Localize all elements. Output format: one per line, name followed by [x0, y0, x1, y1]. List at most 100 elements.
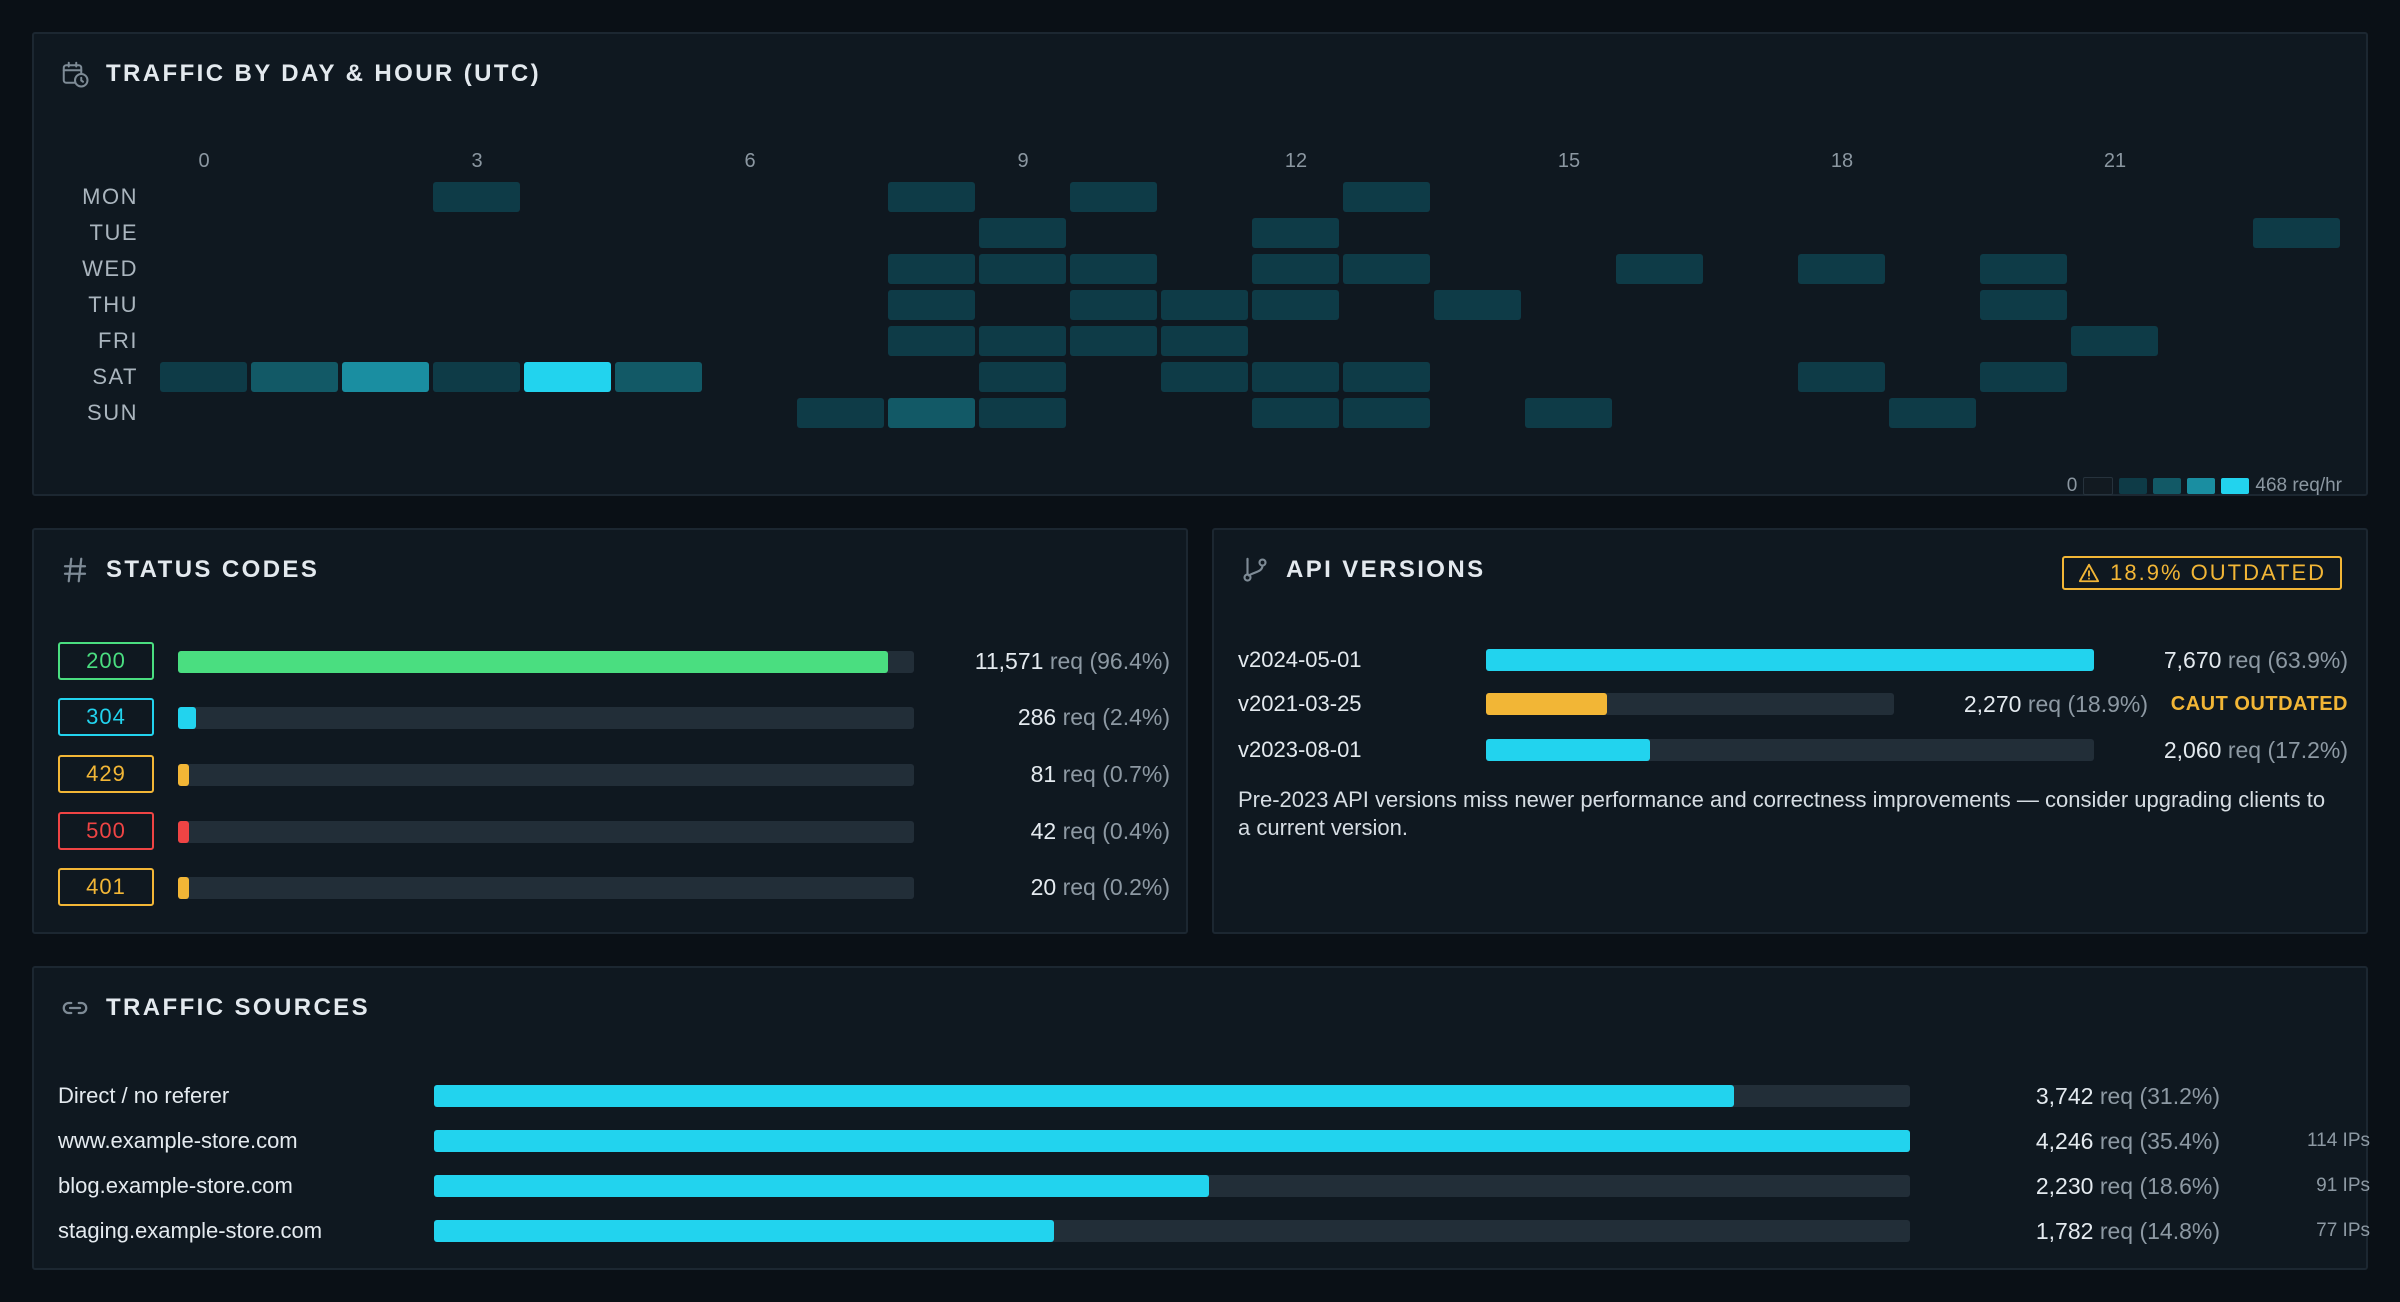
status-count: 286 req (2.4%) [1018, 698, 1170, 736]
status-bar-fill [178, 707, 196, 729]
source-count-number: 4,246 [2035, 1128, 2094, 1154]
calendar-clock-icon [60, 59, 90, 89]
status-count-pct: (2.4%) [1102, 703, 1170, 730]
status-count-number: 81 [1030, 760, 1057, 787]
status-codes-title: STATUS CODES [60, 552, 319, 588]
heatmap-cell[interactable] [888, 290, 975, 320]
heatmap-legend: 0 468 req/hr [2067, 471, 2342, 501]
status-count: 81 req (0.7%) [1031, 755, 1170, 793]
traffic-source-label: blog.example-store.com [58, 1173, 293, 1198]
status-count-unit: req [1049, 647, 1084, 674]
outdated-badge-text: 18.9% OUTDATED [2110, 560, 2326, 585]
heatmap-cell[interactable] [342, 362, 429, 392]
heatmap-cell[interactable] [1252, 290, 1339, 320]
api-versions-note: Pre-2023 API versions miss newer perform… [1238, 787, 2326, 840]
heatmap-cell[interactable] [1980, 254, 2067, 284]
traffic-source-ips: 91 IPs [2316, 1175, 2370, 1196]
heatmap-cell[interactable] [433, 362, 520, 392]
status-bar-track [178, 651, 914, 673]
heatmap-day-label: TUE [90, 220, 139, 245]
status-code-badge: 304 [58, 698, 154, 736]
legend-swatch-0 [2083, 477, 2114, 495]
heatmap-cell[interactable] [1980, 362, 2067, 392]
heatmap-cell[interactable] [1798, 362, 1885, 392]
heatmap-cell[interactable] [1161, 326, 1248, 356]
status-count: 20 req (0.2%) [1031, 868, 1170, 906]
heatmap-cell[interactable] [1070, 254, 1157, 284]
status-bar-fill [178, 821, 190, 843]
heatmap-cell[interactable] [797, 398, 884, 428]
heatmap-cell[interactable] [1434, 290, 1521, 320]
heatmap-hour-label: 9 [1017, 150, 1028, 172]
traffic-source-ips: 77 IPs [2316, 1220, 2370, 1241]
status-row: 500 42 req (0.4%) [58, 812, 1170, 850]
heatmap-day-label: WED [82, 256, 138, 281]
heatmap-cell[interactable] [979, 254, 1066, 284]
api-count-number: 2,060 [2163, 737, 2222, 763]
heatmap-cell[interactable] [1343, 182, 1430, 212]
heatmap-cell[interactable] [1070, 290, 1157, 320]
heatmap-cell[interactable] [979, 362, 1066, 392]
heatmap-day-label: THU [88, 292, 138, 317]
api-count-unit: req [2027, 691, 2062, 717]
heatmap-cell[interactable] [2253, 218, 2340, 248]
heatmap-cell[interactable] [1070, 182, 1157, 212]
status-count-pct: (0.7%) [1102, 760, 1170, 787]
heatmap-cell[interactable] [1980, 290, 2067, 320]
heatmap-cell[interactable] [2071, 326, 2158, 356]
heatmap-cell[interactable] [1161, 290, 1248, 320]
status-bar-fill [178, 877, 190, 899]
status-count-pct: (0.4%) [1102, 817, 1170, 844]
heatmap-cell[interactable] [1252, 398, 1339, 428]
api-version-count: 2,270 req (18.9%) [1964, 690, 2148, 718]
heatmap-cell[interactable] [1252, 254, 1339, 284]
status-codes-panel: STATUS CODES 200 11,571 req (96.4%) 304 … [32, 528, 1188, 934]
heatmap-cell[interactable] [979, 326, 1066, 356]
status-count-pct: (96.4%) [1089, 647, 1170, 674]
heatmap-cell[interactable] [888, 326, 975, 356]
heatmap-cell[interactable] [1343, 254, 1430, 284]
status-bar-track [178, 821, 914, 843]
api-version-label: v2024-05-01 [1238, 647, 1362, 672]
heatmap-cell[interactable] [1889, 398, 1976, 428]
api-versions-panel: API VERSIONS 18.9% OUTDATED v2024-05-01 … [1212, 528, 2368, 934]
status-count-unit: req [1062, 703, 1096, 730]
api-bar-fill [1486, 693, 1607, 715]
heatmap-cell[interactable] [1343, 398, 1430, 428]
heatmap-cell[interactable] [1161, 362, 1248, 392]
heatmap-cell[interactable] [1525, 398, 1612, 428]
api-count-pct: (17.2%) [2267, 737, 2348, 763]
heatmap-cell[interactable] [888, 182, 975, 212]
heatmap-cell[interactable] [251, 362, 338, 392]
heatmap-cell[interactable] [1252, 362, 1339, 392]
heatmap-cell[interactable] [888, 398, 975, 428]
heatmap-cell[interactable] [979, 218, 1066, 248]
heatmap-cell[interactable] [1616, 254, 1703, 284]
heatmap-day-label: SAT [92, 364, 138, 389]
source-count-number: 3,742 [2035, 1083, 2094, 1109]
heatmap-cell[interactable] [160, 362, 247, 392]
heatmap-cell[interactable] [888, 254, 975, 284]
source-count-unit: req [2099, 1083, 2134, 1109]
api-count-pct: (18.9%) [2067, 691, 2148, 717]
traffic-source-row: blog.example-store.com 2,230 req (18.6%)… [58, 1172, 2370, 1200]
heatmap-cell[interactable] [979, 398, 1066, 428]
heatmap-cell[interactable] [1798, 254, 1885, 284]
heatmap-cell[interactable] [1343, 362, 1430, 392]
hash-icon [60, 555, 90, 585]
legend-swatch-3 [2187, 478, 2216, 494]
heatmap-cell[interactable] [524, 362, 611, 392]
heatmap-hour-label: 0 [198, 150, 209, 172]
heatmap-cell[interactable] [433, 182, 520, 212]
api-version-row: v2023-08-01 2,060 req (17.2%) [1238, 736, 2348, 764]
heatmap-cell[interactable] [1252, 218, 1339, 248]
traffic-source-bar-track [434, 1085, 1910, 1107]
heatmap-hour-label: 6 [744, 150, 755, 172]
source-count-number: 2,230 [2035, 1173, 2094, 1199]
traffic-source-label: www.example-store.com [58, 1128, 298, 1153]
heatmap-cell[interactable] [1070, 326, 1157, 356]
heatmap-cell[interactable] [615, 362, 702, 392]
traffic-source-bar-track [434, 1220, 1910, 1242]
api-versions-title: API VERSIONS [1240, 552, 1486, 588]
status-code-badge: 401 [58, 868, 154, 906]
